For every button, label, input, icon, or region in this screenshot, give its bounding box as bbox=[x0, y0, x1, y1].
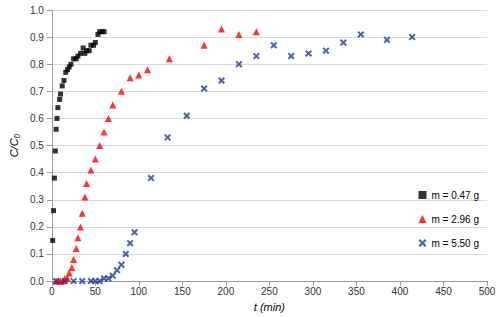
svg-text:0.5: 0.5 bbox=[30, 140, 44, 151]
svg-text:250: 250 bbox=[261, 286, 278, 297]
svg-text:0.9: 0.9 bbox=[30, 32, 44, 43]
svg-text:C/C₀: C/C₀ bbox=[8, 133, 20, 157]
svg-text:0.0: 0.0 bbox=[30, 276, 44, 287]
svg-text:200: 200 bbox=[218, 286, 235, 297]
svg-text:0.1: 0.1 bbox=[30, 248, 44, 259]
svg-text:1.0: 1.0 bbox=[30, 5, 44, 16]
svg-text:m = 5.50 g: m = 5.50 g bbox=[431, 238, 479, 249]
svg-text:100: 100 bbox=[130, 286, 147, 297]
svg-text:0.3: 0.3 bbox=[30, 194, 44, 205]
svg-text:m = 0.47 g: m = 0.47 g bbox=[431, 190, 479, 201]
svg-text:0.8: 0.8 bbox=[30, 59, 44, 70]
svg-text:500: 500 bbox=[479, 286, 496, 297]
svg-text:0.6: 0.6 bbox=[30, 113, 44, 124]
svg-text:50: 50 bbox=[90, 286, 102, 297]
svg-text:m = 2.96 g: m = 2.96 g bbox=[431, 214, 479, 225]
svg-text:0: 0 bbox=[49, 286, 55, 297]
svg-text:400: 400 bbox=[392, 286, 409, 297]
svg-text:0.2: 0.2 bbox=[30, 221, 44, 232]
svg-text:300: 300 bbox=[305, 286, 322, 297]
svg-text:0.4: 0.4 bbox=[30, 167, 44, 178]
svg-text:350: 350 bbox=[348, 286, 365, 297]
svg-text:t (min): t (min) bbox=[254, 301, 286, 313]
svg-text:450: 450 bbox=[435, 286, 452, 297]
svg-text:150: 150 bbox=[174, 286, 191, 297]
svg-text:0.7: 0.7 bbox=[30, 86, 44, 97]
